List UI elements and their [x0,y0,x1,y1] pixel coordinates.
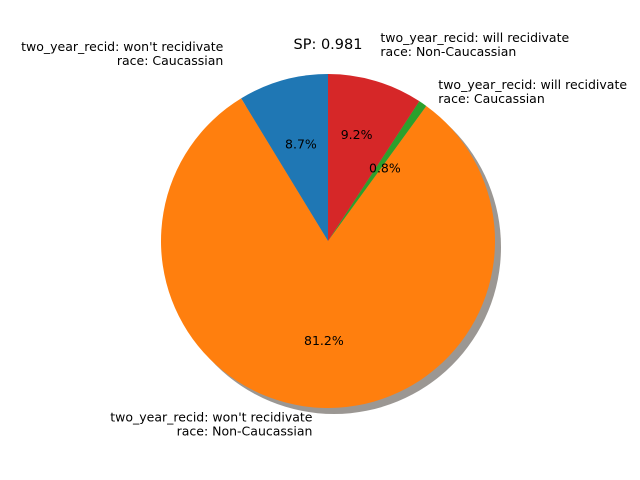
slice-label-1: two_year_recid: won't recidivate race: Ca… [21,39,224,68]
slice-label-line: race: Caucassian [117,53,223,68]
slice-percent-2: 81.2% [304,333,344,348]
slice-label-3: two_year_recid: will recidivate race: Cau… [438,77,627,106]
slice-label-line: race: Non-Caucassian [177,424,313,439]
slice-percent-1: 8.7% [285,137,317,152]
pie-slice-2 [160,98,495,409]
slice-label-line: race: Caucassian [438,91,544,106]
slice-label-line: two_year_recid: will recidivate [380,30,569,45]
slice-label-line: two_year_recid: won't recidivate [21,39,224,54]
pie-slices [160,74,495,409]
pie-slice-4 [328,74,420,241]
slice-label-4: two_year_recid: will recidivate race: Non… [380,30,569,59]
slice-label-line: race: Non-Caucassian [380,44,516,59]
percent-labels: 8.7% 81.2% 0.8% 9.2% [285,127,401,348]
slice-percent-3: 0.8% [369,161,401,176]
slice-label-2: two_year_recid: won't recidivate race: No… [110,410,313,439]
slice-percent-4: 9.2% [341,127,373,142]
slice-label-line: two_year_recid: won't recidivate [110,410,313,425]
slice-label-line: two_year_recid: will recidivate [438,77,627,92]
pie-slice-1 [241,74,328,241]
pie-slice-3 [328,101,427,241]
slice-labels: two_year_recid: won't recidivate race: Ca… [21,30,627,439]
chart-title: SP: 0.981 [294,37,363,53]
